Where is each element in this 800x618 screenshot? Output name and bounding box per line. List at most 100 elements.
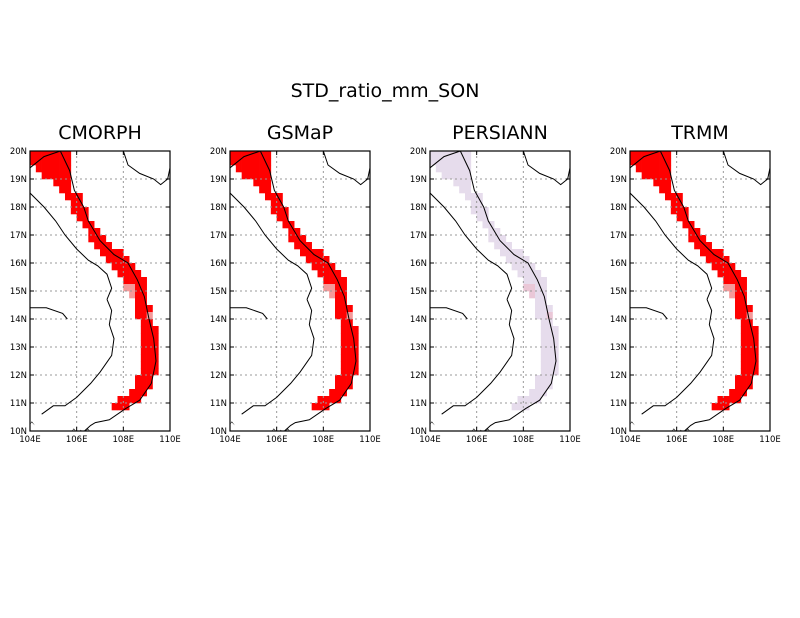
grid-cell — [494, 242, 501, 250]
grid-cell — [282, 207, 289, 215]
coastline — [230, 151, 357, 431]
grid-cell — [735, 382, 742, 390]
grid-cell — [346, 368, 353, 376]
grid-cell — [340, 375, 347, 383]
grid-cell — [535, 284, 542, 292]
grid-cell — [694, 242, 701, 250]
grid-cell — [311, 249, 318, 257]
grid-cell — [540, 382, 547, 390]
grid-cell — [540, 326, 547, 334]
grid-cell — [340, 354, 347, 362]
grid-cell — [59, 179, 66, 187]
lat-tick-label: 20N — [610, 147, 627, 157]
grid-cell — [76, 193, 83, 201]
grid-cell — [123, 403, 130, 411]
grid-cell — [723, 277, 730, 285]
grid-cell — [88, 235, 95, 243]
grid-cell — [505, 256, 512, 264]
grid-cell — [735, 396, 742, 404]
grid-cell — [659, 158, 666, 166]
grid-cell — [152, 333, 159, 341]
grid-cell — [265, 172, 272, 180]
grid-cell — [317, 270, 324, 278]
grid-cell — [740, 389, 747, 397]
grid-cell — [729, 389, 736, 397]
lat-tick-label: 16N — [10, 259, 27, 269]
grid-cell — [140, 361, 147, 369]
island — [471, 428, 476, 431]
grid-cell — [529, 291, 536, 299]
grid-cell — [230, 151, 237, 159]
grid-cell — [482, 214, 489, 222]
grid-cell — [546, 354, 553, 362]
grid-cell — [346, 361, 353, 369]
grid-cell — [659, 179, 666, 187]
grid-cell — [100, 242, 107, 250]
grid-cell — [476, 193, 483, 201]
border-line — [41, 299, 115, 415]
grid-cell — [70, 207, 77, 215]
lat-tick-label: 12N — [410, 371, 427, 381]
grid-cell — [282, 221, 289, 229]
grid-cell — [430, 151, 437, 159]
border-line — [630, 192, 713, 300]
grid-cell — [740, 368, 747, 376]
grid-cell — [453, 165, 460, 173]
grid-cell — [459, 186, 466, 194]
grid-cell — [665, 179, 672, 187]
grid-cell — [735, 270, 742, 278]
grid-cell — [253, 165, 260, 173]
grid-cell — [288, 235, 295, 243]
grid-cell — [276, 193, 283, 201]
lat-tick-label: 10N — [10, 427, 27, 437]
border-line — [241, 299, 315, 415]
grid-cell — [630, 158, 637, 166]
border-line — [230, 307, 268, 320]
grid-cell — [135, 284, 142, 292]
grid-cell — [653, 165, 660, 173]
grid-cell — [453, 158, 460, 166]
grid-cell — [470, 207, 477, 215]
grid-cell — [500, 235, 507, 243]
lat-tick-label: 13N — [210, 343, 227, 353]
grid-cell — [65, 186, 72, 194]
grid-cell — [647, 158, 654, 166]
grid-cell — [465, 193, 472, 201]
grid-cell — [288, 228, 295, 236]
grid-cell — [546, 305, 553, 313]
grid-cell — [523, 277, 530, 285]
grid-cell — [735, 298, 742, 306]
grid-cell — [53, 179, 60, 187]
grid-cell — [740, 277, 747, 285]
grid-cell — [335, 291, 342, 299]
grid-cell — [552, 340, 559, 348]
island — [285, 428, 290, 431]
grid-cell — [235, 165, 242, 173]
grid-cell — [735, 375, 742, 383]
grid-cell — [746, 361, 753, 369]
lat-tick-label: 11N — [10, 399, 27, 409]
grid-cell — [752, 333, 759, 341]
grid-cell — [88, 228, 95, 236]
grid-cell — [717, 263, 724, 271]
grid-cell — [540, 312, 547, 320]
lat-tick-label: 14N — [210, 315, 227, 325]
grid-cell — [511, 263, 518, 271]
grid-cell — [41, 165, 48, 173]
grid-cell — [352, 340, 359, 348]
grid-cell — [311, 263, 318, 271]
map-panel-persiann: 10N 11N 12N 13N 14N 15N 16N 17N 18N 19N 20N 104E 106… — [410, 147, 581, 445]
grid-cell — [535, 270, 542, 278]
grid-cell — [705, 256, 712, 264]
lat-tick-label: 16N — [410, 259, 427, 269]
grid-cell — [317, 263, 324, 271]
grid-cell — [329, 284, 336, 292]
grid-cell — [335, 389, 342, 397]
grid-cell — [476, 200, 483, 208]
grid-cell — [740, 298, 747, 306]
grid-cell — [329, 277, 336, 285]
grid-cell — [94, 235, 101, 243]
grid-cell — [670, 193, 677, 201]
lat-tick-label: 11N — [410, 399, 427, 409]
grid-cell — [711, 263, 718, 271]
